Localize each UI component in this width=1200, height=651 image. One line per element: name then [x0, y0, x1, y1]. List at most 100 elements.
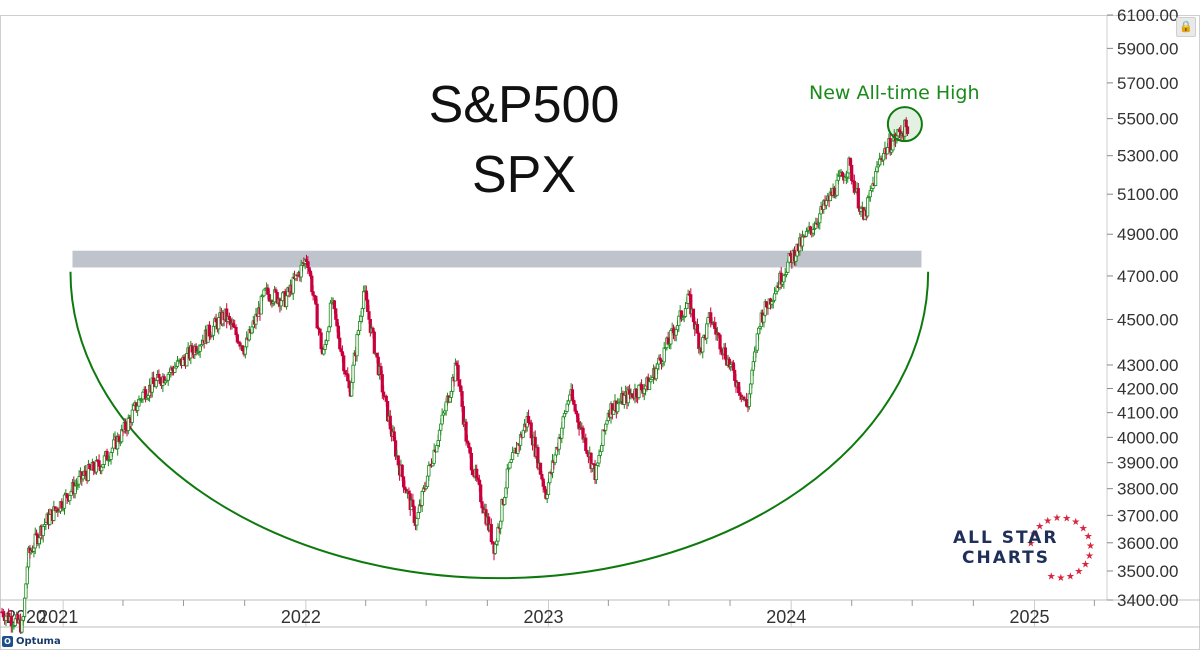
- candle-up: [136, 405, 140, 411]
- x-tick-label: 2025: [1010, 607, 1050, 627]
- candle-down: [372, 331, 376, 354]
- logo-star: ★: [1062, 514, 1071, 525]
- y-tick-label: 6100.00: [1117, 6, 1178, 25]
- y-tick-label: 4100.00: [1117, 404, 1178, 423]
- star-ring-icon: ★★★ ★ ★ ★ ★★★★★★★★★★: [1026, 513, 1095, 584]
- optuma-brand: O Optuma: [2, 633, 61, 649]
- x-tick-label: 2024: [766, 607, 806, 627]
- logo-star: ★: [1066, 571, 1075, 582]
- logo-star: ★: [1035, 521, 1044, 532]
- candle-up: [48, 514, 52, 525]
- candle-down: [315, 303, 319, 329]
- logo-star: ★: [1047, 572, 1056, 583]
- candle-up: [874, 171, 878, 186]
- allstar-line1: ALL STAR: [953, 528, 1059, 548]
- logo-star: ★: [1029, 529, 1038, 540]
- candle-down: [719, 348, 723, 353]
- candle-up: [557, 437, 561, 450]
- candle-down: [332, 300, 337, 310]
- candle-up: [217, 316, 221, 330]
- candle-up: [683, 308, 688, 317]
- y-tick-label: 3500.00: [1117, 562, 1178, 581]
- resistance-band: [72, 250, 922, 268]
- candle-up: [126, 417, 130, 431]
- candle-up: [100, 466, 104, 472]
- candle-up: [598, 451, 602, 456]
- candle-up: [22, 597, 27, 617]
- logo-star: ★: [1043, 516, 1052, 527]
- candle-down: [342, 355, 346, 372]
- candle-down: [311, 291, 315, 296]
- lock-icon[interactable]: 🔒: [1176, 17, 1196, 37]
- y-tick-label: 3900.00: [1117, 454, 1178, 473]
- y-tick-label: 5900.00: [1117, 39, 1178, 58]
- allstar-line2: CHARTS: [962, 548, 1051, 568]
- candle-up: [508, 462, 512, 469]
- y-tick-label: 4000.00: [1117, 428, 1178, 447]
- candle-down: [856, 188, 860, 209]
- y-tick-label: 5100.00: [1117, 185, 1178, 204]
- y-tick-label: 4200.00: [1117, 380, 1178, 399]
- y-tick-label: 4700.00: [1117, 267, 1178, 286]
- y-tick-label: 5700.00: [1117, 74, 1178, 93]
- all-time-high-annotation: New All-time High: [809, 82, 980, 104]
- candle-down: [319, 332, 323, 350]
- cup-arc: [69, 271, 930, 579]
- logo-star: ★: [1081, 560, 1090, 571]
- all-star-charts-logo: ★ ★ ★ ★ ★ ★ ★ ★ ★ ★ ★ ★ ★ ★ ★ ★ ALL STAR CHARTS: [950, 505, 1095, 590]
- logo-star: ★: [1074, 567, 1083, 578]
- x-tick-label: 2023: [524, 607, 564, 627]
- candle-down: [384, 395, 388, 402]
- candle-down: [808, 226, 813, 231]
- logo-star: ★: [1071, 517, 1080, 528]
- candle-down: [489, 524, 493, 543]
- y-tick-label: 3400.00: [1117, 591, 1178, 610]
- y-tick-label: 5500.00: [1117, 110, 1178, 129]
- candle-up: [415, 518, 419, 526]
- candle-up: [772, 293, 777, 301]
- candle-down: [584, 437, 588, 451]
- candle-up: [594, 465, 598, 481]
- candle-up: [130, 409, 134, 423]
- y-tick-label: 3800.00: [1117, 480, 1178, 499]
- y-tick-label: 3700.00: [1117, 506, 1178, 525]
- candle-up: [62, 494, 67, 509]
- all-time-high-circle: [886, 106, 923, 143]
- candle-down: [852, 180, 856, 193]
- candle-up: [262, 289, 266, 297]
- logo-star: ★: [1079, 523, 1088, 534]
- candle-up: [800, 236, 805, 247]
- chart-title-line1: S&P500: [428, 76, 620, 134]
- y-tick-label: 3600.00: [1117, 534, 1178, 553]
- optuma-logo-icon: O: [2, 635, 13, 647]
- candle-down: [456, 364, 460, 381]
- candle-down: [905, 126, 910, 134]
- logo-star: ★: [1053, 513, 1062, 524]
- candle-up: [351, 364, 355, 383]
- logo-star: ★: [1084, 532, 1093, 543]
- candle-up: [601, 429, 605, 446]
- optuma-label: Optuma: [16, 635, 61, 647]
- logo-star: ★: [1026, 538, 1035, 549]
- candle-down: [65, 493, 69, 499]
- y-tick-label: 4300.00: [1117, 356, 1178, 375]
- y-tick-label: 4900.00: [1117, 225, 1178, 244]
- candle-up: [328, 302, 333, 328]
- x-tick-label: 2022: [281, 607, 321, 627]
- candle-down: [367, 311, 371, 320]
- chart-title-line2: SPX: [471, 146, 577, 204]
- candle-up: [284, 295, 289, 307]
- logo-star: ★: [1085, 551, 1094, 562]
- candle-up: [141, 391, 145, 400]
- candle-up: [509, 459, 513, 463]
- x-tick-label: 2021: [38, 607, 78, 627]
- logo-star: ★: [1086, 541, 1095, 552]
- y-tick-label: 4500.00: [1117, 310, 1178, 329]
- y-tick-label: 5300.00: [1117, 147, 1178, 166]
- candle-down: [382, 391, 386, 397]
- candle-down: [338, 337, 342, 350]
- candle-down: [400, 464, 404, 478]
- candle-up: [355, 334, 359, 357]
